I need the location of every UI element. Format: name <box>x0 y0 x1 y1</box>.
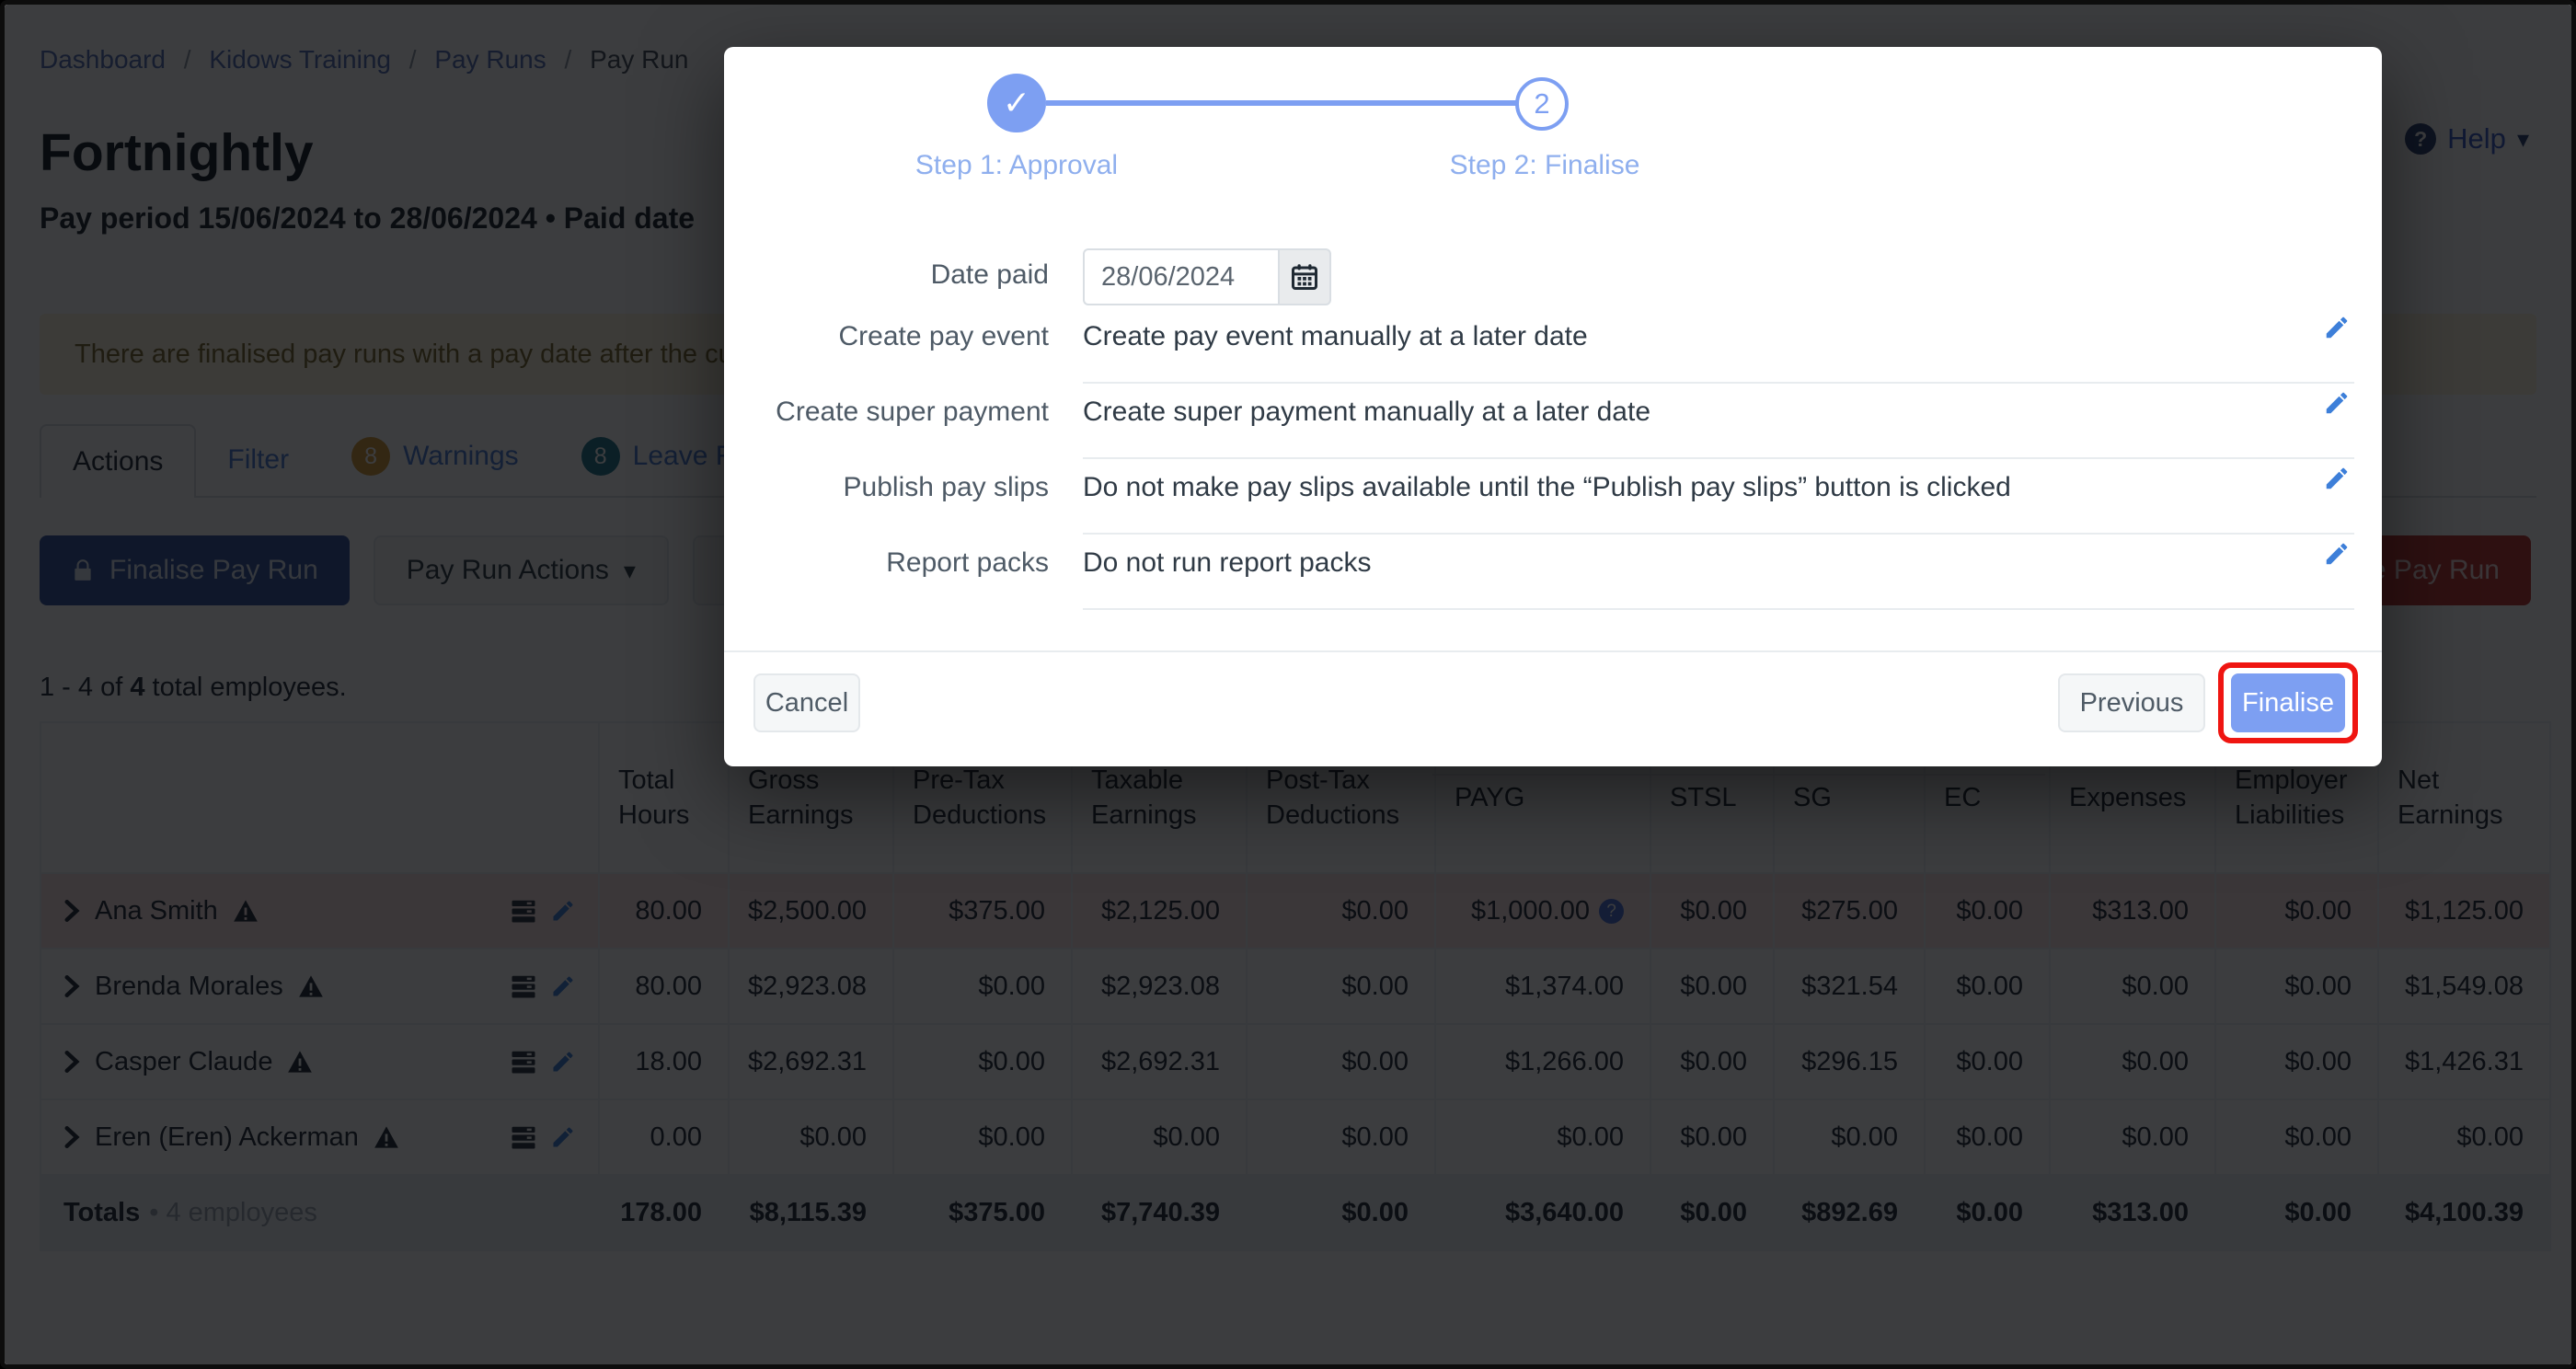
calendar-icon <box>1291 263 1318 291</box>
create-pay-event-value: Create pay event manually at a later dat… <box>1083 321 1588 351</box>
finalise-annotation-highlight <box>2218 662 2358 743</box>
calendar-button[interactable] <box>1278 248 1331 305</box>
step2-label: Step 2: Finalise <box>1449 150 1640 180</box>
finalise-pay-run-modal: ✓ 2 Step 1: Approval Step 2: Finalise Da… <box>724 47 2382 766</box>
edit-report-packs-pencil-icon[interactable] <box>2323 540 2351 568</box>
finalise-button[interactable]: Finalise <box>2231 673 2345 732</box>
stepper-connector-line <box>1046 100 1517 106</box>
field-divider <box>1083 533 2354 535</box>
step1-label: Step 1: Approval <box>914 150 1119 180</box>
date-paid-field <box>1083 248 1331 305</box>
publish-pay-slips-label: Publish pay slips <box>843 472 1049 502</box>
modal-footer-divider <box>724 650 2382 652</box>
date-paid-input[interactable] <box>1083 248 1278 305</box>
field-divider <box>1083 382 2354 384</box>
step2-circle: 2 <box>1515 77 1569 131</box>
check-icon: ✓ <box>1002 84 1031 121</box>
field-divider <box>1083 457 2354 459</box>
field-divider <box>1083 608 2354 610</box>
date-paid-label: Date paid <box>930 259 1049 290</box>
step1-complete-circle: ✓ <box>987 74 1046 132</box>
edit-super-payment-pencil-icon[interactable] <box>2323 389 2351 417</box>
report-packs-label: Report packs <box>886 547 1049 578</box>
create-pay-event-label: Create pay event <box>838 321 1049 351</box>
create-super-payment-value: Create super payment manually at a later… <box>1083 397 1651 427</box>
edit-pay-slips-pencil-icon[interactable] <box>2323 465 2351 492</box>
cancel-button[interactable]: Cancel <box>753 673 860 732</box>
step2-number: 2 <box>1534 87 1550 120</box>
create-super-payment-label: Create super payment <box>776 397 1049 427</box>
edit-pay-event-pencil-icon[interactable] <box>2323 314 2351 341</box>
publish-pay-slips-value: Do not make pay slips available until th… <box>1083 472 2011 502</box>
previous-button[interactable]: Previous <box>2058 673 2205 732</box>
report-packs-value: Do not run report packs <box>1083 547 1372 578</box>
